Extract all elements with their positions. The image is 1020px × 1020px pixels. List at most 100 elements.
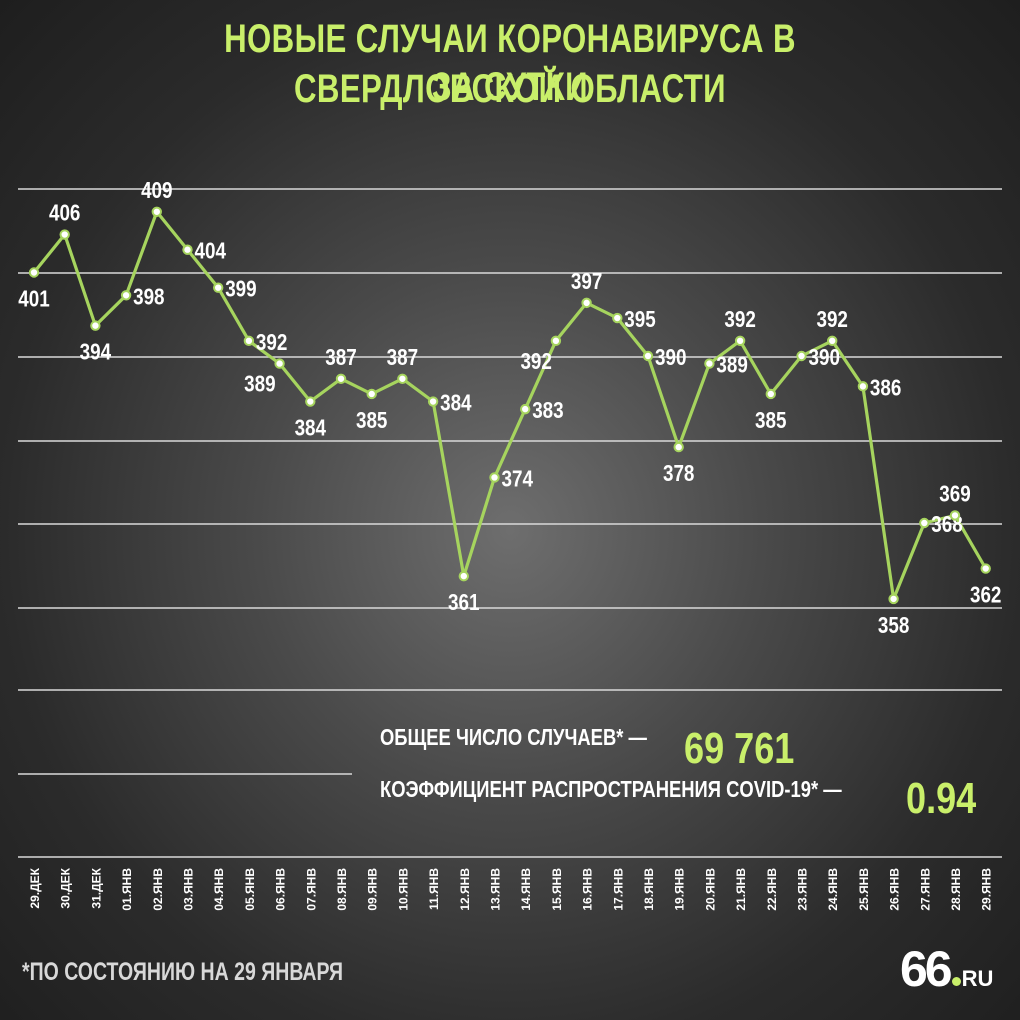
x-tick-label: 27.ЯНВ xyxy=(918,868,932,911)
spread-rate-value: 0.94 xyxy=(906,774,977,823)
data-label: 399 xyxy=(225,277,256,302)
data-point xyxy=(980,563,991,574)
data-label: 390 xyxy=(655,345,686,370)
data-point xyxy=(888,593,899,605)
x-tick-label: 26.ЯНВ xyxy=(888,868,902,911)
x-tick-label: 13.ЯНВ xyxy=(489,868,503,911)
data-point xyxy=(704,358,715,369)
data-point xyxy=(612,312,623,324)
data-point xyxy=(243,335,255,347)
data-label: 361 xyxy=(448,590,480,615)
x-tick-label: 23.ЯНВ xyxy=(796,868,810,911)
x-tick-label: 24.ЯНВ xyxy=(826,868,840,911)
footnote: *ПО СОСТОЯНИЮ НА 29 ЯНВАРЯ xyxy=(22,958,344,986)
data-point xyxy=(335,373,347,384)
x-tick-label: 17.ЯНВ xyxy=(611,868,625,911)
data-label: 401 xyxy=(18,287,50,312)
data-point xyxy=(642,350,654,362)
data-point xyxy=(120,290,132,301)
x-tick-label: 05.ЯНВ xyxy=(243,868,257,911)
data-point xyxy=(28,267,40,278)
data-point xyxy=(59,229,70,240)
data-point xyxy=(796,350,807,362)
x-tick-label: 16.ЯНВ xyxy=(581,868,595,911)
data-point xyxy=(949,510,961,521)
data-label: 387 xyxy=(387,345,418,370)
chart-title-line-2: ЗА СУТКИ xyxy=(432,65,588,109)
x-tick-label: 25.ЯНВ xyxy=(857,868,871,911)
x-tick-label: 29.ДЕК xyxy=(28,867,42,908)
data-point xyxy=(520,403,531,415)
x-tick-label: 21.ЯНВ xyxy=(734,868,748,911)
x-tick-label: 15.ЯНВ xyxy=(550,868,564,911)
data-label: 383 xyxy=(532,398,563,423)
logo-dot-icon xyxy=(951,977,961,986)
data-point xyxy=(366,388,377,400)
data-label: 392 xyxy=(256,330,287,355)
total-cases-value: 69 761 xyxy=(684,724,795,773)
series-line xyxy=(32,210,988,601)
data-label: 384 xyxy=(295,416,327,441)
data-label: 389 xyxy=(244,372,275,397)
data-label: 385 xyxy=(755,408,787,433)
data-point xyxy=(827,335,838,347)
x-tick-label: 30.ДЕК xyxy=(59,867,73,908)
x-tick-label: 10.ЯНВ xyxy=(396,868,410,911)
data-point xyxy=(274,358,285,369)
data-point xyxy=(489,472,500,483)
site-logo: 66 RU xyxy=(900,940,993,998)
spread-rate-label: КОЭФФИЦИЕНТ РАСПРОСТРАНЕНИЯ COVID-19* — xyxy=(380,776,842,802)
x-tick-label: 31.ДЕК xyxy=(89,867,103,908)
data-point xyxy=(151,206,163,217)
data-label: 392 xyxy=(816,307,847,332)
x-tick-label: 01.ЯНВ xyxy=(120,868,134,911)
data-label: 409 xyxy=(141,178,172,203)
data-label: 395 xyxy=(624,307,656,332)
chart-title-line-1: НОВЫЕ СЛУЧАИ КОРОНАВИРУСА В СВЕРДЛОВСКОЙ… xyxy=(224,17,796,111)
x-tick-label: 19.ЯНВ xyxy=(673,868,687,911)
data-label: 362 xyxy=(970,583,1001,608)
data-label: 397 xyxy=(571,269,602,294)
x-tick-label: 04.ЯНВ xyxy=(212,868,226,911)
x-tick-label: 18.ЯНВ xyxy=(642,868,656,911)
total-cases-label: ОБЩЕЕ ЧИСЛО СЛУЧАЕВ* — xyxy=(380,724,647,750)
x-tick-label: 20.ЯНВ xyxy=(703,868,717,911)
x-tick-label: 03.ЯНВ xyxy=(182,868,196,911)
data-label: 394 xyxy=(80,340,112,365)
data-label: 374 xyxy=(502,467,534,492)
data-label: 392 xyxy=(724,307,755,332)
x-tick-label: 07.ЯНВ xyxy=(304,868,318,911)
data-label: 387 xyxy=(325,345,356,370)
x-tick-label: 12.ЯНВ xyxy=(458,868,472,911)
data-label: 389 xyxy=(716,353,747,378)
data-label: 404 xyxy=(195,239,227,264)
data-point xyxy=(765,388,776,400)
x-tick-label: 29.ЯНВ xyxy=(980,868,994,911)
data-point xyxy=(90,320,101,331)
data-label: 386 xyxy=(870,376,901,401)
data-point xyxy=(182,244,193,255)
data-label: 378 xyxy=(663,461,695,486)
data-point xyxy=(550,335,562,347)
x-tick-label: 28.ЯНВ xyxy=(949,868,963,911)
data-point xyxy=(305,396,316,407)
x-tick-label: 11.ЯНВ xyxy=(427,868,441,910)
data-point xyxy=(673,441,684,453)
data-point xyxy=(458,570,469,582)
x-tick-label: 02.ЯНВ xyxy=(151,868,165,911)
data-point xyxy=(734,335,746,347)
data-label: 398 xyxy=(133,285,165,310)
data-point xyxy=(397,373,408,384)
x-tick-label: 08.ЯНВ xyxy=(335,868,349,911)
data-label: 406 xyxy=(49,201,80,226)
data-label: 358 xyxy=(878,613,910,638)
data-label: 390 xyxy=(809,345,840,370)
data-point xyxy=(213,282,224,293)
data-label: 392 xyxy=(520,349,551,374)
data-point xyxy=(919,517,930,529)
x-tick-label: 14.ЯНВ xyxy=(519,868,533,911)
x-tick-label: 09.ЯНВ xyxy=(366,868,380,911)
data-point xyxy=(857,381,869,392)
x-tick-label: 06.ЯНВ xyxy=(274,868,288,911)
